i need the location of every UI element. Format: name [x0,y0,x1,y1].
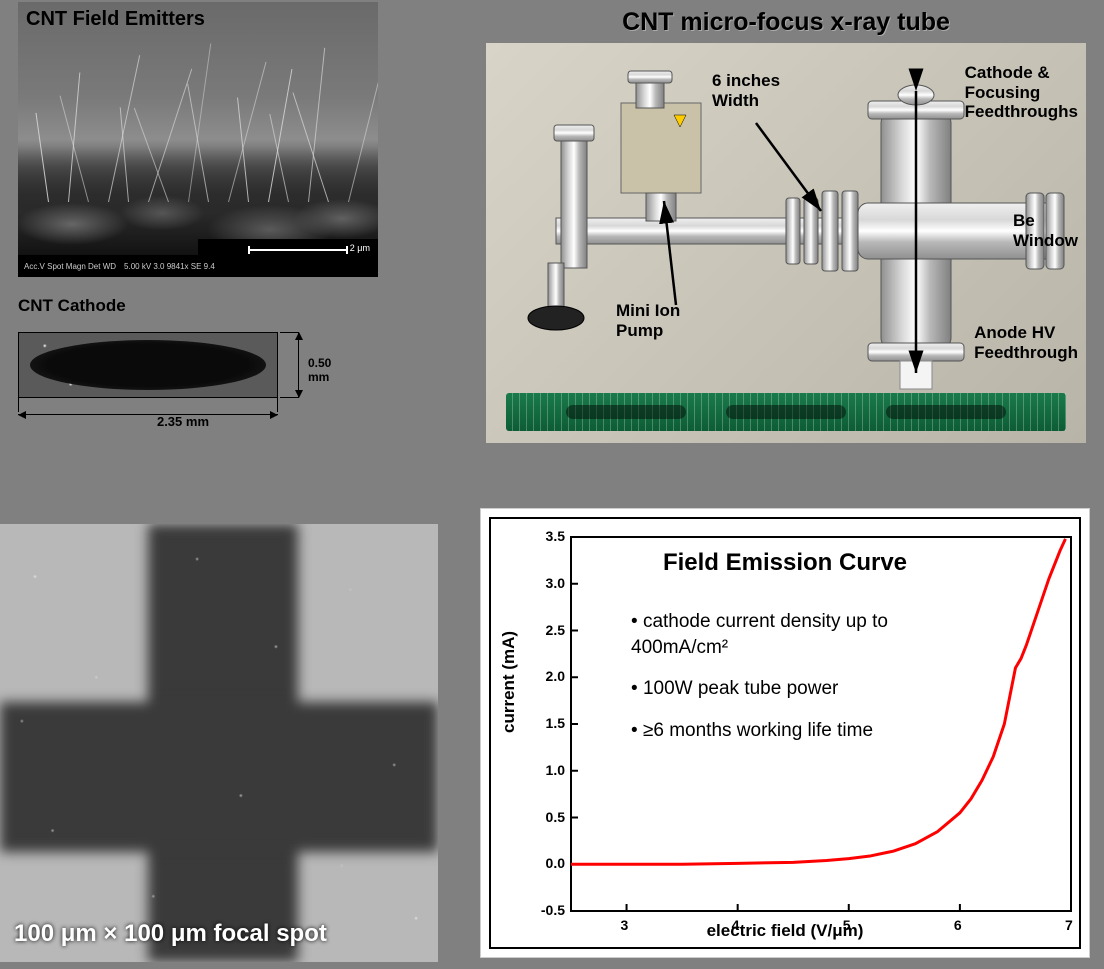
sem-scalebar [248,249,348,251]
bullet-1: • cathode current density up to 400mA/cm… [631,609,971,660]
cathode-ellipse [30,340,266,390]
sem-image: CNT Field Emitters 2 μm Acc.V Spot Magn … [18,2,378,277]
field-emission-chart: Field Emission Curve • cathode current d… [480,508,1090,958]
label-mini-ion-pump: Mini Ion Pump [616,301,680,340]
focal-spot-panel: 100 μm × 100 μm focal spot [0,524,438,962]
label-cathode-feedthroughs: Cathode & Focusing Feedthroughs [965,63,1078,122]
sem-infobar: Acc.V Spot Magn Det WD 5.00 kV 3.0 9841x… [18,255,378,277]
chart-plot-area: Field Emission Curve • cathode current d… [489,517,1081,949]
tube-title: CNT micro-focus x-ray tube [476,8,1096,37]
cathode-title: CNT Cathode [18,296,378,316]
bullet-2: • 100W peak tube power [631,676,971,702]
cathode-figure: 2.35 mm 0.50 mm [18,320,348,430]
ruler [506,393,1066,431]
chart-bullets: • cathode current density up to 400mA/cm… [631,609,971,760]
bullet-3: • ≥6 months working life time [631,718,971,744]
emitters-title: CNT Field Emitters [26,8,205,31]
sem-scalebar-label: 2 μm [350,243,370,253]
xray-tube-panel: CNT micro-focus x-ray tube [476,0,1096,443]
label-be-window: Be Window [1013,211,1078,250]
x-axis-label: electric field (V/μm) [491,921,1079,941]
cnt-cathode-panel: CNT Cathode 2.35 mm 0.50 mm [18,296,378,430]
width-label: 2.35 mm [18,414,348,429]
label-6inch-width: 6 inches Width [712,71,780,110]
height-label: 0.50 mm [308,356,348,384]
cnt-field-emitters-panel: CNT Field Emitters 2 μm Acc.V Spot Magn … [18,2,378,277]
y-axis-label: current (mA) [499,631,519,733]
focal-caption: 100 μm × 100 μm focal spot [14,920,327,948]
tube-photo: 6 inches Width Cathode & Focusing Feedth… [486,43,1086,443]
chart-title: Field Emission Curve [491,549,1079,577]
label-anode-hv: Anode HV Feedthrough [974,323,1078,362]
